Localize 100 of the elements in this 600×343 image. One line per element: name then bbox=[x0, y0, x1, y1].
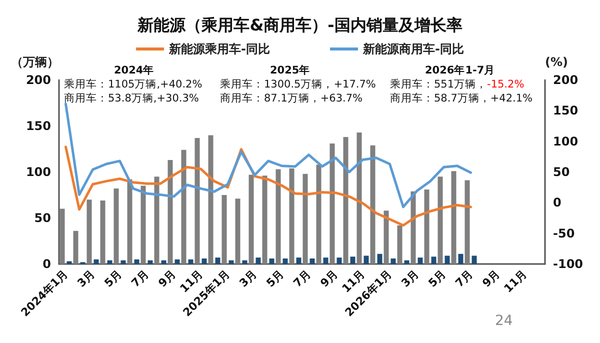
bar bbox=[370, 145, 376, 264]
bar bbox=[404, 260, 410, 264]
bar bbox=[242, 260, 248, 264]
y2-tick-label: -100 bbox=[553, 257, 584, 271]
bar bbox=[127, 179, 132, 264]
bar bbox=[377, 254, 382, 264]
bar bbox=[256, 258, 261, 264]
bar bbox=[336, 258, 342, 264]
annotation: 乘用车：1300.5万辆，+17.7% bbox=[220, 78, 376, 90]
y-tick-label: 0 bbox=[42, 257, 51, 271]
bar bbox=[188, 259, 194, 264]
bar bbox=[222, 195, 227, 264]
bar bbox=[289, 168, 294, 264]
bar bbox=[464, 180, 470, 264]
bar bbox=[202, 258, 207, 264]
bar bbox=[410, 191, 416, 264]
x-tick-label: 5月 bbox=[264, 267, 286, 290]
bar bbox=[248, 174, 254, 264]
bar bbox=[100, 200, 106, 264]
bar bbox=[330, 143, 335, 264]
y2-tick-label: 50 bbox=[553, 165, 570, 179]
y2-tick-label: 150 bbox=[553, 104, 578, 118]
bar bbox=[282, 258, 288, 264]
bar bbox=[140, 186, 146, 264]
y-tick-label: 150 bbox=[26, 119, 51, 133]
bar bbox=[397, 225, 402, 264]
bar bbox=[302, 174, 308, 264]
y2-axis-title: (%) bbox=[545, 55, 568, 69]
bar bbox=[94, 259, 99, 264]
bar bbox=[168, 160, 173, 264]
x-tick-label: 3月 bbox=[236, 267, 260, 290]
x-tick-label: 9月 bbox=[156, 267, 178, 290]
x-tick-label: 9月 bbox=[318, 267, 340, 290]
x-tick-label: 7月 bbox=[452, 267, 476, 290]
text: 24 bbox=[495, 313, 513, 329]
bar bbox=[296, 258, 302, 264]
bar bbox=[262, 176, 268, 264]
annotation: 乘用车：551万辆，-15.2% bbox=[390, 78, 524, 90]
bar bbox=[350, 256, 356, 264]
text: 2024年 bbox=[114, 64, 154, 76]
bar bbox=[134, 259, 140, 264]
y-tick-label: 200 bbox=[26, 73, 51, 87]
x-tick-label: 5月 bbox=[426, 267, 448, 290]
y2-tick-label: -50 bbox=[553, 226, 575, 240]
y2-tick-label: 200 bbox=[553, 73, 578, 87]
x-tick-label: 3月 bbox=[74, 267, 98, 290]
x-tick-label: 3月 bbox=[398, 267, 422, 290]
bar bbox=[356, 132, 362, 264]
bar bbox=[107, 260, 112, 264]
bar bbox=[161, 260, 166, 264]
text: 2026年1-7月 bbox=[425, 64, 496, 76]
bar bbox=[438, 176, 443, 264]
bar bbox=[194, 138, 200, 264]
bar bbox=[120, 260, 126, 264]
bar bbox=[343, 137, 348, 264]
x-tick-label: 11月 bbox=[502, 267, 530, 296]
x-tick-label: 9月 bbox=[480, 267, 502, 290]
bar bbox=[431, 256, 436, 264]
x-tick-label: 5月 bbox=[102, 267, 124, 290]
bar bbox=[316, 164, 322, 264]
bar bbox=[174, 259, 180, 264]
bar bbox=[114, 188, 119, 264]
bar bbox=[276, 169, 281, 264]
bar bbox=[228, 260, 234, 264]
annotation: 商用车：58.7万辆，+42.1% bbox=[390, 92, 533, 104]
bar bbox=[384, 210, 389, 264]
bar bbox=[418, 258, 423, 264]
bar bbox=[323, 258, 328, 264]
x-tick-label: 7月 bbox=[128, 267, 152, 290]
legend-label: 新能源乘用车-同比 bbox=[168, 42, 270, 56]
text: 2025年 bbox=[270, 64, 310, 76]
y-tick-label: 50 bbox=[34, 211, 51, 225]
bar bbox=[66, 261, 72, 264]
line-series bbox=[64, 102, 472, 208]
bar bbox=[472, 256, 477, 264]
bar bbox=[390, 258, 396, 264]
bar bbox=[235, 198, 240, 264]
bar bbox=[444, 256, 450, 264]
bar bbox=[310, 258, 315, 264]
chart-title: 新能源（乘用车&商用车）-国内销量及增长率 bbox=[136, 16, 462, 34]
bar bbox=[148, 260, 153, 264]
bar bbox=[60, 208, 65, 264]
y2-tick-label: 0 bbox=[553, 196, 562, 210]
x-tick-label: 7月 bbox=[290, 267, 314, 290]
y-axis-title: （万辆） bbox=[11, 55, 59, 69]
bar bbox=[458, 254, 464, 264]
bar bbox=[208, 135, 214, 264]
bar bbox=[181, 150, 186, 264]
annotation: 商用车：53.8万辆,+30.3% bbox=[64, 92, 199, 104]
bar bbox=[269, 258, 274, 264]
annotation: 乘用车：1105万辆,+40.2% bbox=[64, 78, 202, 90]
y2-tick-label: 100 bbox=[553, 134, 578, 148]
bar bbox=[424, 189, 430, 264]
bar bbox=[364, 256, 369, 264]
y-tick-label: 100 bbox=[26, 165, 51, 179]
bar bbox=[215, 258, 220, 264]
bar bbox=[86, 200, 92, 264]
bar bbox=[154, 176, 160, 264]
legend-label: 新能源商用车-同比 bbox=[362, 42, 464, 56]
bar bbox=[451, 171, 456, 264]
